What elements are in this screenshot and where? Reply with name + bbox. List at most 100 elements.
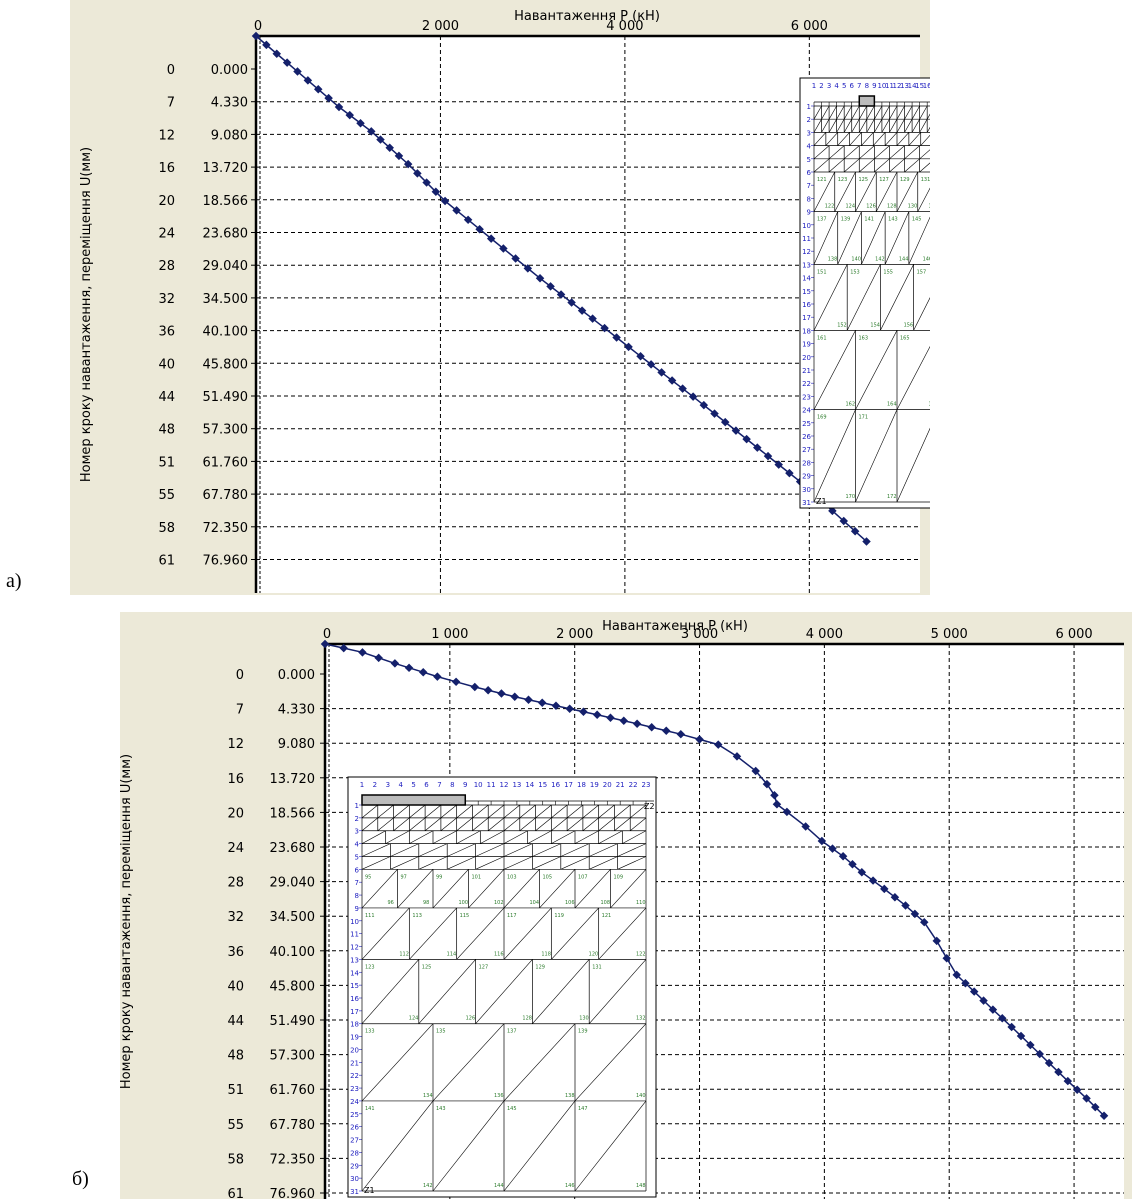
y-tick-step-label: 16 [227, 772, 244, 787]
mesh-cell-diagonal [855, 171, 877, 212]
mesh-cell-diagonal [843, 105, 852, 120]
mesh-cell-diagonal [828, 145, 845, 160]
mesh-cell-diagonal [475, 843, 505, 857]
mesh-cell-diagonal [432, 830, 457, 844]
mesh-cell-diagonal [859, 119, 868, 133]
series-point [817, 836, 827, 846]
series-point [470, 682, 480, 692]
series-point [969, 987, 979, 996]
mesh-row-label: 19 [802, 341, 811, 349]
mesh-column-label: 8 [865, 82, 869, 90]
mesh-cell-diagonal [813, 330, 856, 410]
mesh-row-label: 22 [802, 380, 811, 388]
mesh-cell-diagonal [424, 804, 442, 819]
series-point [385, 143, 394, 152]
mesh-cell-diagonal [851, 105, 860, 120]
series-point [523, 264, 533, 273]
mesh-cell-diagonal [851, 119, 860, 133]
mesh-cell-diagonal [503, 907, 552, 960]
mesh-cell-diagonal [859, 158, 875, 173]
series-point [838, 852, 848, 861]
mesh-cell-diagonal [598, 817, 615, 831]
y-tick-u-label: 4.330 [278, 703, 315, 718]
mesh-row-label: 11 [350, 931, 359, 939]
mesh-cell-diagonal [539, 869, 576, 909]
series-point [546, 282, 555, 291]
y-tick-step-label: 44 [158, 390, 175, 405]
mesh-row-label: 25 [802, 420, 811, 428]
mesh-row-label: 23 [802, 393, 811, 401]
y-tick-step-label: 24 [227, 841, 244, 856]
mesh-cell-diagonal [813, 105, 822, 120]
mesh-cell-diagonal [896, 119, 905, 133]
x-axis-title: Навантаження P (кН) [514, 9, 660, 24]
series-point [452, 206, 461, 215]
mesh-element-number: 115 [460, 913, 470, 919]
series-point [785, 468, 794, 478]
series-point [753, 443, 762, 452]
mesh-element-number: 114 [447, 951, 457, 957]
mesh-element-number: 139 [578, 1029, 588, 1035]
mesh-cell-diagonal [361, 817, 378, 831]
y-tick-step-label: 51 [158, 455, 175, 470]
mesh-cell-diagonal [904, 158, 920, 173]
y-tick-u-label: 0.000 [278, 668, 315, 683]
mesh-cell-diagonal [874, 105, 883, 120]
mesh-cell-diagonal [475, 856, 505, 870]
mesh-row-label: 7 [355, 879, 359, 887]
series-point [394, 151, 404, 161]
series-point [667, 376, 677, 385]
series-point [535, 274, 545, 283]
mesh-cell-diagonal [574, 869, 611, 909]
series-point [588, 314, 597, 323]
mesh-row-label: 27 [802, 446, 811, 454]
mesh-element-number: 122 [636, 951, 646, 957]
mesh-row-label: 7 [807, 182, 811, 190]
mesh-cell-diagonal [532, 959, 590, 1024]
series-point [451, 677, 461, 687]
series-point [422, 178, 431, 187]
x-tick-label: 1 000 [431, 627, 468, 642]
y-tick-u-label: 29.040 [270, 876, 316, 891]
series-point [463, 215, 473, 225]
mesh-element-number: 141 [864, 217, 874, 223]
series-point [720, 417, 730, 427]
mesh-row-label: 4 [807, 143, 812, 151]
y-tick-step-label: 32 [158, 292, 175, 307]
mesh-cell-diagonal [582, 817, 599, 831]
series-point [413, 169, 422, 178]
mesh-cell-diagonal [904, 105, 913, 120]
mesh-cell-diagonal [813, 158, 830, 173]
mesh-cell-diagonal [418, 959, 476, 1024]
y-tick-step-label: 28 [158, 259, 175, 274]
mesh-cell-diagonal [855, 409, 898, 503]
chart-panel-a: Навантаження P (кН) Номер кроку навантаже… [70, 0, 991, 595]
mesh-cell-diagonal [551, 907, 599, 960]
mesh-element-number: 126 [466, 1016, 476, 1022]
mesh-cell-diagonal [855, 330, 898, 410]
mesh-cell-diagonal [837, 211, 862, 265]
mesh-cell-diagonal [456, 907, 505, 960]
y-tick-u-label: 0.000 [211, 63, 248, 78]
x-tick-label: 4 000 [606, 19, 643, 34]
series-point [303, 76, 313, 85]
series-point [772, 800, 782, 809]
mesh-row-label: 28 [350, 1149, 359, 1157]
y-tick-u-label: 61.760 [203, 455, 249, 470]
mesh-cell-diagonal [881, 105, 890, 120]
mesh-column-label: 3 [386, 781, 390, 789]
y-tick-u-label: 34.500 [203, 292, 249, 307]
mesh-cell-diagonal [447, 843, 476, 857]
mesh-background [347, 776, 657, 1198]
mesh-element-number: 121 [817, 177, 827, 183]
mesh-element-number: 164 [887, 402, 897, 408]
mesh-element-number: 120 [589, 951, 599, 957]
series-point [839, 516, 849, 526]
mesh-element-number: 104 [530, 900, 540, 906]
series-point [565, 704, 574, 713]
y-tick-step-label: 58 [227, 1152, 244, 1167]
mesh-column-label: 18 [577, 781, 586, 789]
y-tick-step-label: 36 [158, 325, 175, 340]
mesh-cell-diagonal [896, 171, 919, 212]
mesh-row-label: 6 [355, 866, 360, 874]
